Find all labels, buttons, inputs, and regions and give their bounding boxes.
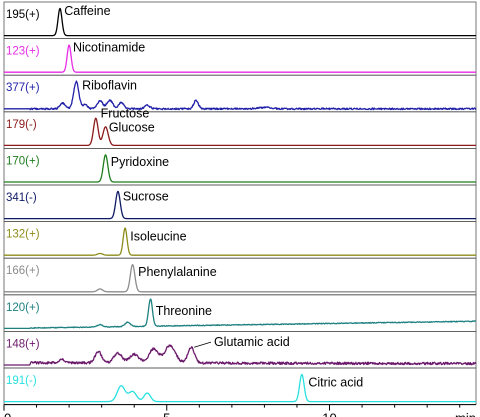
- trace-fructose: [3, 117, 477, 147]
- compound-label: Riboflavin: [82, 78, 137, 92]
- lane-caffeine: 195(+) Caffeine: [3, 1, 477, 39]
- mz-label: 170(+): [6, 155, 40, 167]
- mz-label: 123(+): [6, 46, 40, 58]
- mz-label: 166(+): [6, 265, 40, 277]
- lane-frame: [3, 184, 477, 222]
- compound-label: Threonine: [156, 304, 212, 318]
- lane-threonine: 120(+) Threonine: [3, 294, 477, 332]
- lane-isoleucine: 132(+) Isoleucine: [3, 221, 477, 259]
- lane-phenylalanine: 166(+) Phenylalanine: [3, 257, 477, 296]
- compound-label: Caffeine: [64, 4, 110, 18]
- lane-citric-acid: 191(-) Citric acid: [3, 367, 477, 405]
- compound-label: Pyridoxine: [111, 155, 169, 169]
- trace-citric-acid: [3, 373, 477, 403]
- mz-label: 377(+): [6, 82, 40, 94]
- trace-isoleucine: [3, 227, 477, 256]
- tick-label: 0: [4, 411, 11, 417]
- trace-sucrose: [3, 190, 477, 220]
- lane-frame: [3, 147, 477, 186]
- trace-glutamic-acid: [3, 344, 477, 366]
- compound-label: Citric acid: [308, 376, 363, 390]
- mz-label: 191(-): [6, 375, 37, 387]
- trace-phenylalanine: [3, 263, 477, 293]
- mz-label: 132(+): [6, 229, 40, 241]
- mz-label: 179(-): [6, 119, 37, 131]
- lane-glutamic-acid: 148(+) Glutamic acid: [3, 330, 477, 369]
- mz-label: 341(-): [6, 192, 37, 204]
- lane-nicotinamide: 123(+) Nicotinamide: [3, 38, 477, 76]
- tick-label: 10: [322, 411, 336, 417]
- trace-riboflavin: [3, 80, 477, 111]
- lane-frame: [3, 257, 477, 296]
- compound-label: Nicotinamide: [73, 41, 145, 55]
- mz-label: 195(+): [6, 9, 40, 21]
- trace-caffeine: [3, 7, 477, 37]
- lane-pyridoxine: 170(+) Pyridoxine: [3, 147, 477, 186]
- tick-label: 5: [163, 411, 170, 417]
- trace-pyridoxine: [3, 154, 477, 183]
- lane-frame: [3, 367, 477, 405]
- trace-nicotinamide: [3, 44, 477, 73]
- mz-label: 120(+): [6, 302, 40, 314]
- lane-riboflavin: 377(+) Riboflavin: [3, 74, 477, 113]
- compound-label: Glucose: [109, 121, 155, 135]
- trace-threonine: [3, 298, 477, 330]
- compound-label: Sucrose: [123, 189, 169, 203]
- mz-label: 148(+): [6, 338, 40, 350]
- lane-frame: [3, 221, 477, 259]
- x-axis-label: min: [455, 411, 476, 417]
- compound-label: Isoleucine: [130, 229, 186, 243]
- compound-label: Fructose: [101, 106, 150, 120]
- lane-frame: [3, 111, 477, 149]
- lane-frame: [3, 74, 477, 113]
- lanes-group: 195(+) Caffeine 123(+) Nicotinamide 377(+) Ri…: [3, 1, 477, 405]
- compound-label: Glutamic acid: [214, 335, 290, 349]
- compound-label: Phenylalanine: [138, 265, 217, 279]
- x-axis: 0 5 10 min: [3, 404, 476, 417]
- lane-frame: [3, 294, 477, 332]
- label-leader-line: [194, 341, 212, 348]
- lane-sucrose: 341(-) Sucrose: [3, 184, 477, 222]
